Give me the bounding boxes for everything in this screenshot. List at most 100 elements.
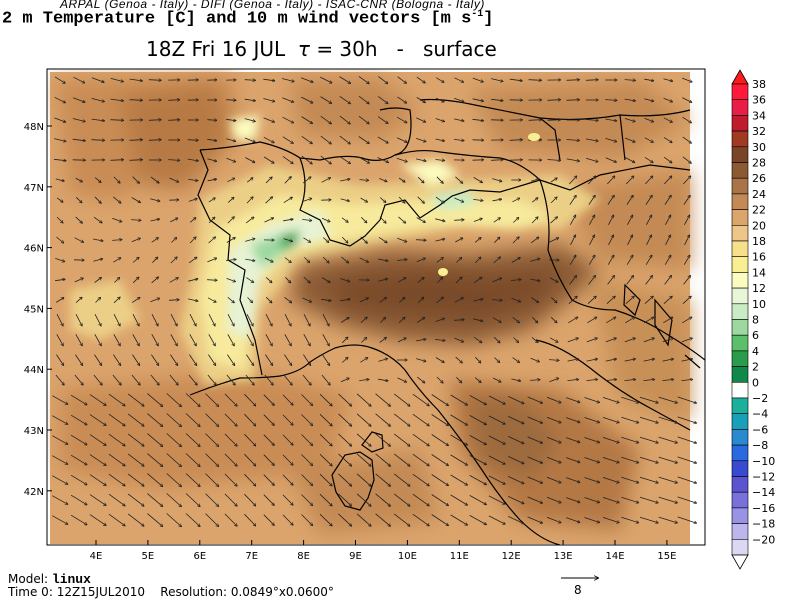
wind-vector (393, 393, 410, 406)
wind-vector (108, 453, 125, 466)
wind-vector (282, 434, 293, 445)
wind-vector (205, 493, 219, 507)
wind-vector (205, 393, 219, 407)
wind-vector (639, 416, 658, 423)
wind-vector (639, 436, 658, 443)
wind-vector (320, 135, 331, 144)
wind-vector (435, 196, 444, 203)
wind-vector (639, 496, 658, 503)
wind-vector (282, 136, 293, 144)
wind-vector (108, 493, 125, 506)
wind-vector (663, 137, 672, 142)
wind-vector (93, 216, 102, 223)
wind-vector (110, 160, 124, 161)
wind-vector (602, 397, 619, 402)
wind-vector (72, 138, 86, 141)
wind-vector (665, 215, 670, 225)
wind-vector (527, 476, 543, 483)
wind-vector (682, 97, 691, 103)
wind-vector (127, 473, 144, 486)
wind-vector (89, 494, 106, 506)
wind-vector (131, 220, 141, 221)
wind-vector (322, 334, 329, 345)
wind-vector (474, 377, 481, 383)
colorbar-label: 4 (752, 345, 759, 358)
wind-vector (189, 237, 196, 244)
wind-vector (568, 317, 577, 324)
wind-vector (493, 377, 501, 382)
wind-vector (244, 393, 255, 406)
wind-vector (473, 277, 482, 284)
wind-vector (53, 159, 66, 160)
wind-vector (658, 436, 678, 443)
colorbar-label: 28 (752, 157, 766, 170)
wind-vector (151, 277, 159, 284)
wind-vector (378, 279, 387, 282)
wind-vector (151, 314, 158, 326)
wind-vector (662, 379, 674, 380)
wind-vector (323, 237, 328, 243)
wind-vector (127, 413, 144, 426)
wind-vector (150, 374, 159, 385)
wind-vector (621, 456, 638, 462)
lon-label: 7E (245, 551, 258, 562)
wind-vector (378, 76, 387, 83)
wind-vector (377, 136, 388, 143)
wind-vector (244, 433, 255, 446)
wind-vector (435, 318, 445, 322)
wind-vector (207, 139, 216, 140)
wind-vector (375, 413, 391, 426)
colorbar-label: −6 (752, 423, 768, 436)
wind-vector (663, 156, 672, 163)
wind-vector (626, 276, 634, 285)
wind-vector (131, 238, 140, 243)
wind-vector (246, 178, 253, 183)
valid-time: 18Z Fri 16 JUL (146, 37, 286, 61)
wind-vector (282, 454, 293, 465)
wind-vector (52, 395, 67, 405)
wind-vector (644, 98, 653, 102)
wind-vector (54, 76, 65, 83)
wind-vector (319, 413, 332, 426)
wind-vector (224, 393, 237, 406)
lon-label: 10E (398, 551, 417, 562)
temperature-field (47, 69, 705, 545)
wind-vector (208, 354, 215, 366)
wind-vector (188, 179, 198, 180)
wind-vector (108, 413, 125, 426)
wind-vector (52, 515, 67, 525)
wind-vector (494, 357, 499, 363)
wind-vector (473, 318, 483, 321)
wind-vector (431, 454, 449, 466)
wind-vector (450, 494, 468, 505)
colorbar-swatch (731, 429, 749, 446)
wind-vector (282, 514, 293, 525)
wind-vector (473, 177, 483, 182)
wind-vector (338, 493, 352, 506)
colorbar-label: 34 (752, 109, 766, 122)
colorbar-swatch (731, 444, 749, 462)
wind-vector (566, 397, 580, 403)
wind-vector (319, 433, 332, 446)
wind-vector (569, 255, 576, 265)
wind-vector (677, 396, 697, 403)
wind-vector (550, 197, 557, 204)
wind-vector (508, 396, 524, 403)
wind-vector (185, 413, 200, 427)
wind-vector (55, 374, 64, 385)
wind-vector (472, 77, 483, 82)
wind-vector (493, 336, 500, 343)
wind-vector (189, 354, 196, 366)
wind-vector (189, 334, 196, 345)
wind-vector (207, 179, 217, 181)
wind-vector (566, 80, 580, 81)
wind-vector (148, 140, 161, 141)
wind-vector (226, 374, 235, 385)
wind-vector (602, 457, 619, 462)
wind-vector (435, 160, 445, 161)
wind-vector (586, 338, 597, 343)
wind-vector (684, 235, 690, 246)
wind-vector (416, 217, 426, 223)
wind-vector (129, 100, 143, 101)
colorbar-swatch (731, 177, 749, 195)
